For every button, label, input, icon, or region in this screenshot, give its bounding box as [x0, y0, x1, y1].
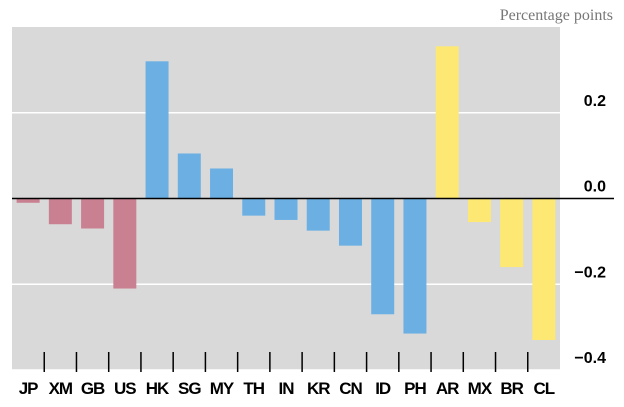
x-tick-label: JP	[19, 379, 38, 398]
bar	[403, 198, 427, 334]
x-tick-label: MX	[468, 379, 493, 398]
x-tick-label: MY	[210, 379, 235, 398]
bar	[145, 61, 169, 199]
x-tick-label: SG	[178, 379, 201, 398]
x-tick-label: TH	[243, 379, 264, 398]
x-tick-label: ID	[375, 379, 391, 398]
bar	[338, 198, 362, 246]
bar	[16, 198, 40, 203]
bar	[532, 198, 556, 340]
x-tick-label: US	[114, 379, 136, 398]
bar	[210, 168, 234, 199]
bar	[242, 198, 266, 216]
bar	[177, 153, 201, 199]
axis-label: Percentage points	[500, 7, 613, 24]
bar	[48, 198, 72, 225]
bar	[81, 198, 105, 229]
bar	[467, 198, 491, 223]
bar	[500, 198, 524, 268]
y-tick-label: 0.0	[584, 179, 606, 196]
x-tick-label: KR	[307, 379, 330, 398]
x-tick-label: IN	[279, 379, 295, 398]
bar	[113, 198, 137, 289]
bar	[274, 198, 298, 220]
bar	[371, 198, 395, 315]
x-tick-label: CL	[534, 379, 555, 398]
x-tick-label: CN	[339, 379, 362, 398]
y-tick-label: −0.2	[574, 264, 606, 281]
x-tick-label: PH	[404, 379, 426, 398]
y-tick-label: 0.2	[584, 93, 606, 110]
y-tick-label: −0.4	[574, 350, 606, 367]
x-tick-label: BR	[500, 379, 523, 398]
bar	[435, 46, 459, 199]
x-tick-label: GB	[81, 379, 105, 398]
bar	[306, 198, 330, 231]
x-tick-label: HK	[146, 379, 170, 398]
x-tick-label: XM	[49, 379, 73, 398]
x-tick-label: AR	[436, 379, 459, 398]
